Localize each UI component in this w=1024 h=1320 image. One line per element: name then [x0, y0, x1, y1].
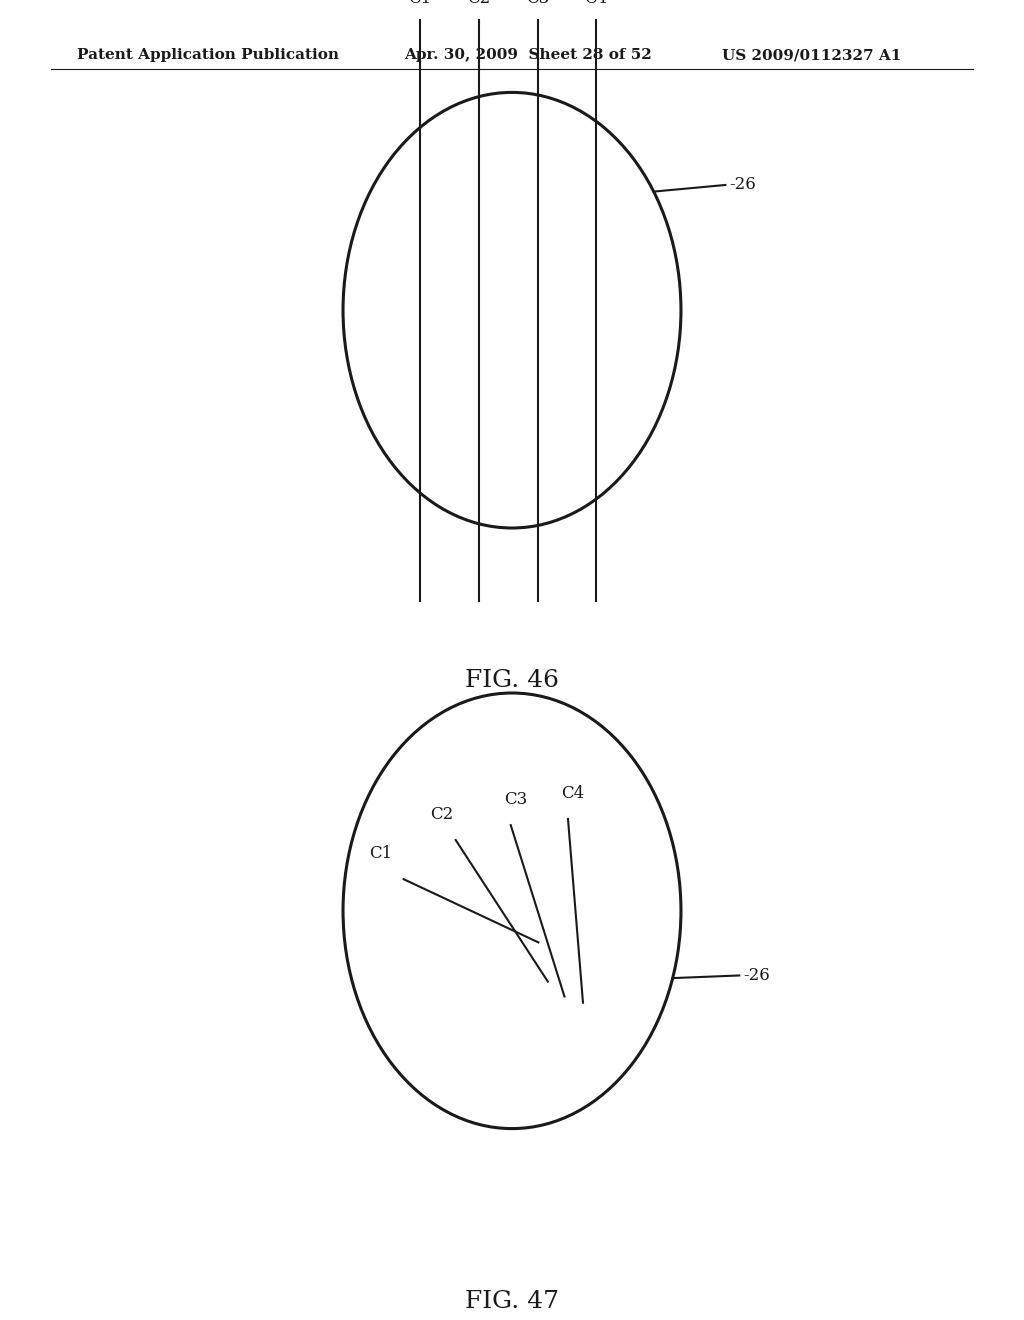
- Text: -26: -26: [729, 177, 757, 194]
- Text: C4: C4: [585, 0, 607, 7]
- Text: Patent Application Publication: Patent Application Publication: [77, 49, 339, 62]
- Text: C3: C3: [504, 791, 527, 808]
- Text: US 2009/0112327 A1: US 2009/0112327 A1: [722, 49, 901, 62]
- Text: FIG. 47: FIG. 47: [465, 1290, 559, 1312]
- Text: C1: C1: [370, 845, 393, 862]
- Text: Apr. 30, 2009  Sheet 28 of 52: Apr. 30, 2009 Sheet 28 of 52: [404, 49, 652, 62]
- Text: FIG. 46: FIG. 46: [465, 669, 559, 692]
- Text: C4: C4: [561, 785, 585, 801]
- Text: -26: -26: [743, 968, 770, 983]
- Text: C1: C1: [409, 0, 431, 7]
- Text: C3: C3: [526, 0, 549, 7]
- Text: C2: C2: [468, 0, 490, 7]
- Text: C2: C2: [430, 805, 453, 822]
